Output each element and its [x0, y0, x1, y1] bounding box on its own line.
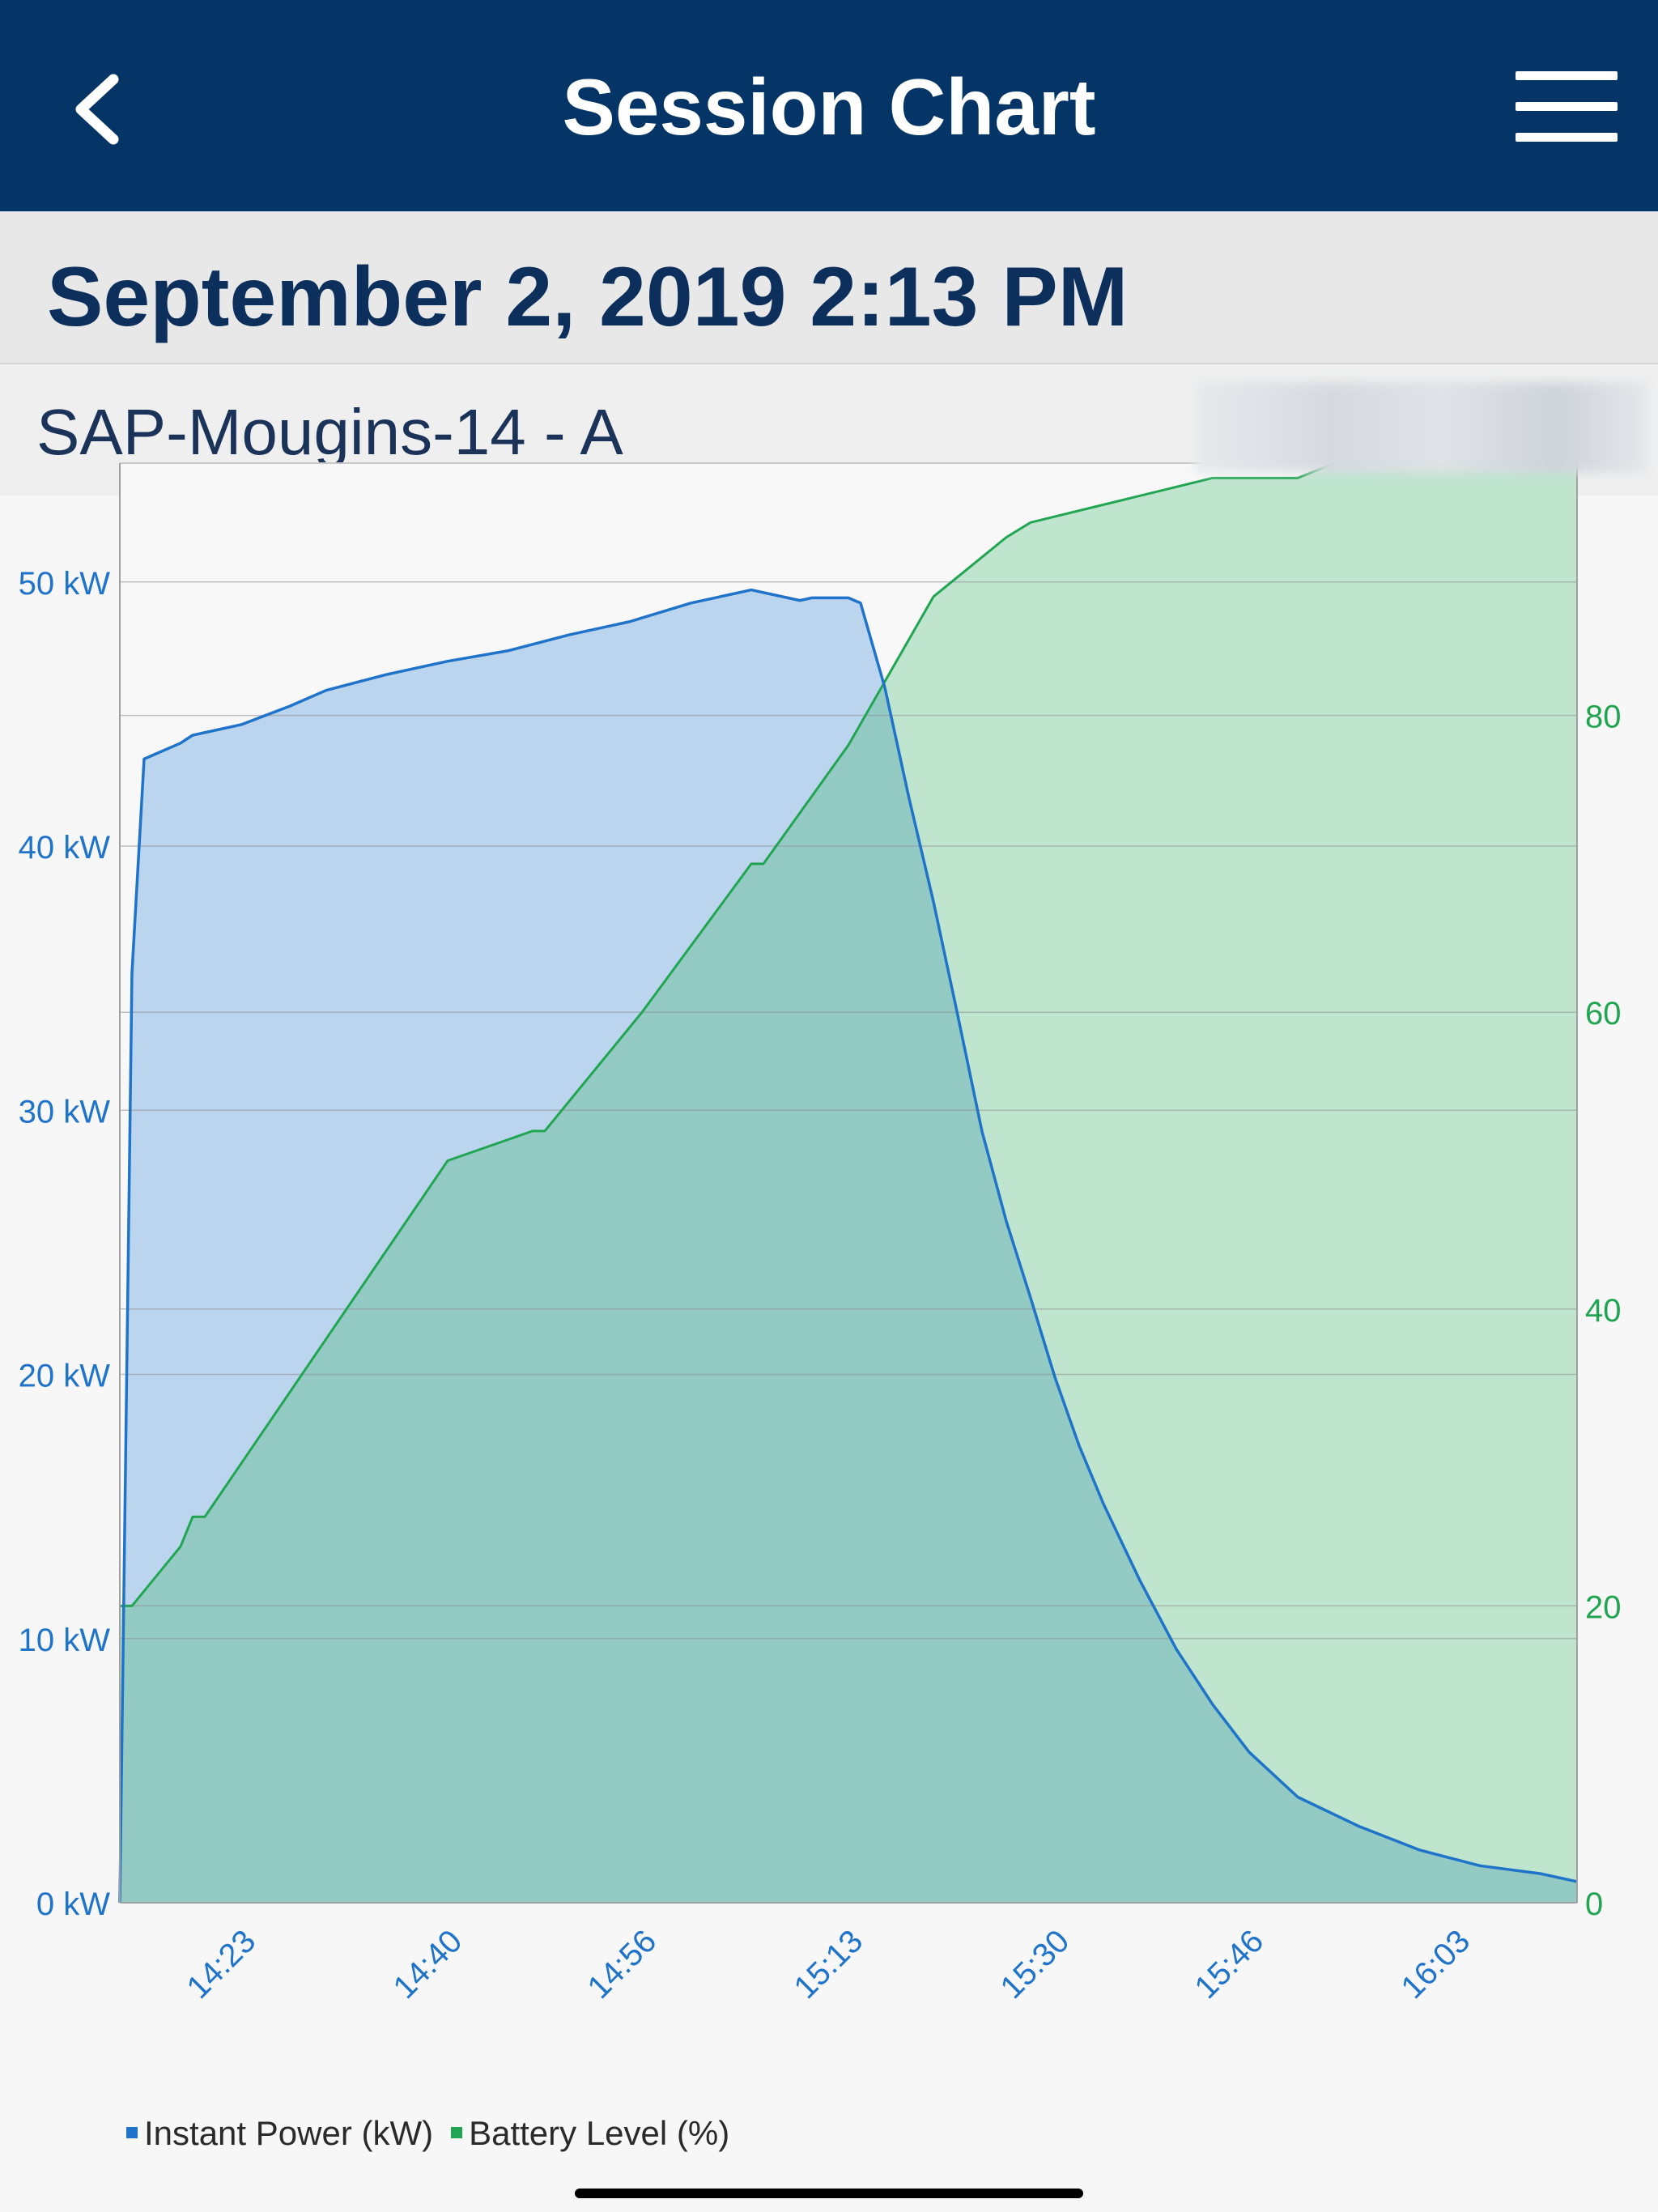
- legend-label-power: Instant Power (kW): [144, 2114, 434, 2152]
- x-tick-label: 14:56: [580, 1923, 663, 2006]
- hamburger-menu-icon[interactable]: [1510, 65, 1623, 154]
- y-right-tick-label: 20: [1585, 1589, 1622, 1625]
- page-title: Session Chart: [562, 62, 1096, 151]
- y-left-tick-label: 20 kW: [19, 1359, 111, 1394]
- navbar: Session Chart: [0, 0, 1658, 211]
- legend-item-battery: Battery Level (%): [451, 2114, 729, 2152]
- y-left-tick-label: 40 kW: [19, 830, 111, 866]
- x-tick-label: 15:46: [1188, 1923, 1270, 2006]
- y-left-tick-label: 0 kW: [36, 1887, 110, 1922]
- x-tick-label: 15:30: [993, 1923, 1076, 2006]
- chart-legend: Instant Power (kW) Battery Level (%): [126, 2101, 747, 2166]
- home-indicator: [575, 2189, 1083, 2198]
- redacted-info: [1195, 382, 1647, 473]
- session-date-bar: September 2, 2019 2:13 PM: [0, 211, 1658, 364]
- x-tick-label: 16:03: [1394, 1923, 1477, 2006]
- x-tick-label: 15:13: [787, 1923, 869, 2006]
- legend-label-battery: Battery Level (%): [469, 2114, 730, 2152]
- x-tick-label: 14:40: [386, 1923, 469, 2006]
- instant-power-line: [118, 588, 1578, 1904]
- chevron-left-icon: [75, 74, 119, 145]
- station-name: SAP-Mougins-14 - A: [36, 396, 623, 468]
- y-right-tick-label: 60: [1585, 996, 1622, 1032]
- y-left-tick-label: 30 kW: [19, 1094, 111, 1129]
- y-right-tick-label: 0: [1585, 1887, 1603, 1922]
- back-button[interactable]: [65, 65, 138, 154]
- y-right-tick-label: 40: [1585, 1293, 1622, 1329]
- legend-item-power: Instant Power (kW): [126, 2114, 433, 2152]
- y-left-tick-label: 50 kW: [19, 566, 111, 602]
- session-date: September 2, 2019 2:13 PM: [47, 250, 1129, 344]
- x-tick-label: 14:23: [180, 1923, 262, 2006]
- y-left-tick-label: 10 kW: [19, 1623, 111, 1658]
- battery-level-line: [120, 462, 1577, 1607]
- y-right-tick-label: 80: [1585, 700, 1622, 735]
